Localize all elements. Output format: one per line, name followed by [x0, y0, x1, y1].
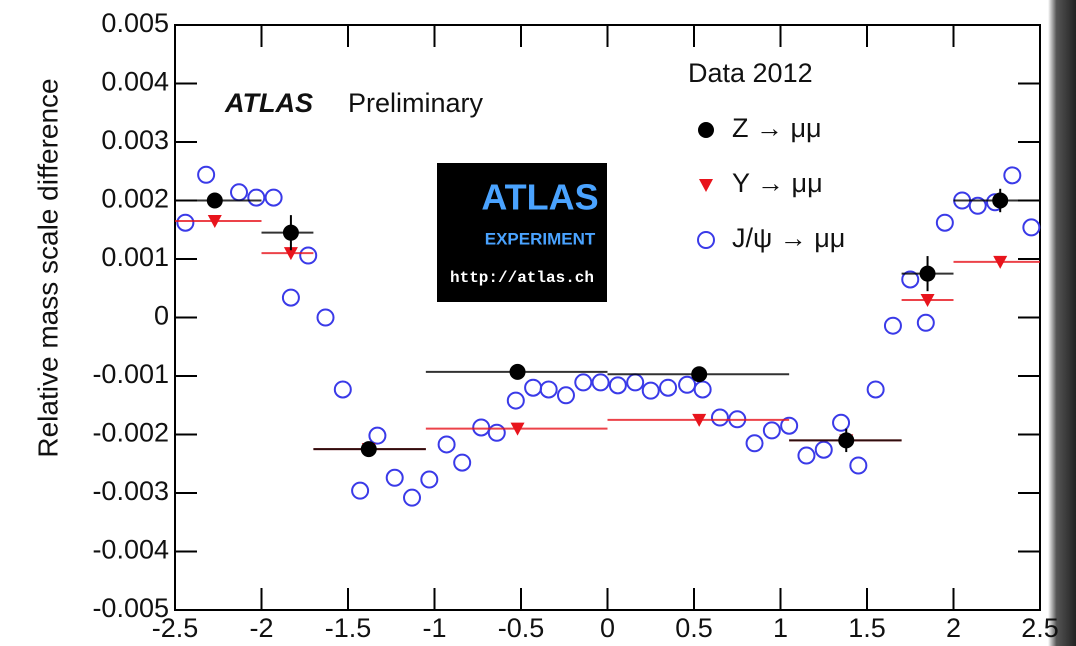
point	[539, 380, 558, 399]
y-tick-label: -0.001	[92, 359, 169, 389]
point	[745, 434, 764, 453]
logo-url: http://atlas.ch	[450, 269, 594, 287]
point	[453, 453, 472, 472]
point	[678, 375, 697, 394]
point	[281, 288, 300, 307]
x-tick-label: -0.5	[498, 613, 545, 643]
x-tick-label: 2.5	[1021, 613, 1059, 643]
point	[403, 488, 422, 507]
point	[710, 408, 729, 427]
point	[659, 378, 678, 397]
x-tick-label: -1.5	[325, 613, 372, 643]
point	[814, 440, 833, 459]
y-tick-label: 0.002	[101, 184, 169, 214]
y-tick-label: 0.005	[101, 8, 169, 38]
legend-label: J/ψ → μμ	[732, 223, 845, 253]
point	[832, 413, 851, 432]
point	[838, 432, 855, 449]
point	[919, 265, 936, 282]
y-tick-label: -0.005	[92, 593, 169, 623]
point	[920, 293, 935, 307]
point	[849, 456, 868, 475]
point	[608, 376, 627, 395]
x-tick-label: -2.5	[152, 613, 199, 643]
point	[506, 391, 525, 410]
point	[691, 366, 708, 383]
point	[693, 380, 712, 399]
point	[524, 378, 543, 397]
point	[935, 213, 954, 232]
point	[1003, 166, 1022, 185]
point	[351, 481, 370, 500]
point	[437, 435, 456, 454]
point	[762, 421, 781, 440]
point	[992, 192, 1009, 209]
point	[368, 426, 387, 445]
point	[509, 363, 526, 380]
point	[176, 213, 195, 232]
legend-marker	[699, 179, 713, 192]
atlas-label: ATLAS	[224, 88, 313, 118]
point	[247, 188, 266, 207]
point	[692, 413, 707, 427]
point	[472, 418, 491, 437]
point	[1022, 218, 1041, 237]
point	[591, 373, 610, 392]
y-tick-label: 0	[154, 301, 169, 331]
point	[230, 183, 249, 202]
point	[866, 380, 885, 399]
point	[283, 247, 298, 261]
x-tick-label: -2	[249, 613, 273, 643]
page-edge	[1048, 0, 1076, 646]
point	[797, 446, 816, 465]
y-tick-label: -0.002	[92, 418, 169, 448]
point	[883, 316, 902, 335]
x-tick-label: 1	[773, 613, 788, 643]
y-axis-label: Relative mass scale difference	[32, 78, 63, 457]
y-tick-label: 0.004	[101, 67, 169, 97]
legend-title: Data 2012	[688, 58, 813, 88]
point	[360, 441, 377, 458]
logo-box	[437, 163, 607, 302]
x-tick-label: -1	[422, 613, 446, 643]
y-tick-label: -0.003	[92, 476, 169, 506]
x-tick-label: 1.5	[848, 613, 886, 643]
point	[206, 192, 223, 209]
logo-subtitle: EXPERIMENT	[485, 229, 596, 248]
y-tick-label: -0.004	[92, 535, 169, 565]
legend-label: Z → μμ	[732, 113, 822, 143]
point	[916, 313, 935, 332]
point	[207, 214, 222, 228]
point	[510, 422, 525, 436]
x-tick-label: 2	[946, 613, 961, 643]
point	[299, 246, 318, 265]
point	[641, 381, 660, 400]
legend-marker	[697, 231, 715, 249]
preliminary-label: Preliminary	[348, 88, 484, 118]
x-tick-label: 0.5	[675, 613, 713, 643]
point	[197, 165, 216, 184]
point	[556, 386, 575, 405]
point	[626, 373, 645, 392]
point	[420, 470, 439, 489]
point	[316, 308, 335, 327]
point	[487, 423, 506, 442]
point	[968, 196, 987, 215]
point	[333, 380, 352, 399]
legend-marker	[698, 122, 714, 138]
point	[264, 188, 283, 207]
point	[993, 255, 1008, 269]
point	[901, 270, 920, 289]
point	[282, 224, 299, 241]
point	[385, 468, 404, 487]
point	[574, 373, 593, 392]
legend-label: Υ → μμ	[732, 168, 823, 198]
y-tick-label: 0.003	[101, 125, 169, 155]
x-tick-label: 0	[600, 613, 615, 643]
y-tick-label: 0.001	[101, 242, 169, 272]
logo-title: ATLAS	[481, 177, 598, 218]
point	[780, 416, 799, 435]
